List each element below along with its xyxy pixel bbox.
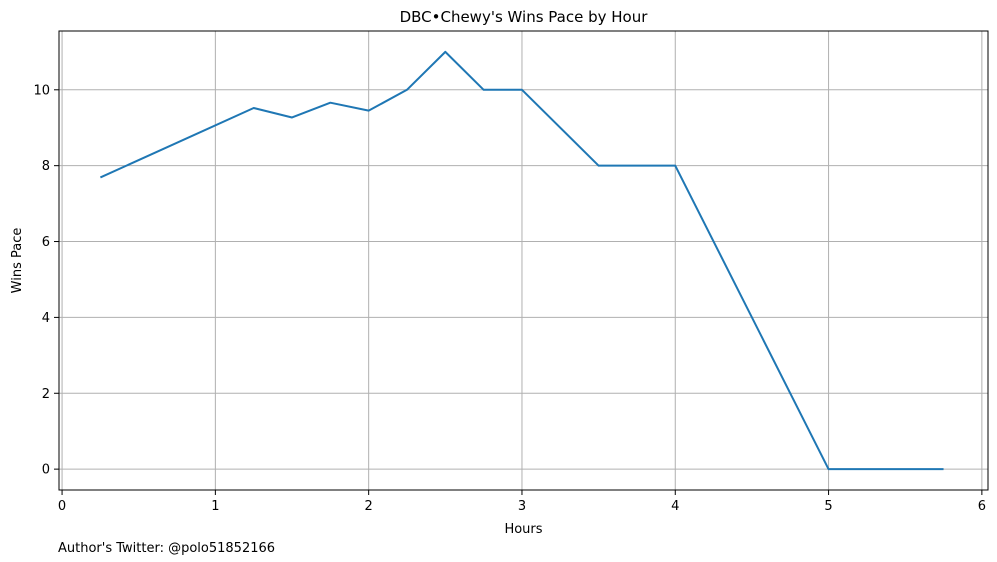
ticks: 0 1 2 3 4 5 6 0 2 4 6 8 10 — [33, 83, 986, 514]
y-tick-label: 10 — [33, 83, 50, 98]
chart-title: DBC•Chewy's Wins Pace by Hour — [400, 8, 649, 26]
y-tick-label: 4 — [42, 311, 50, 326]
series-layer — [99, 50, 944, 471]
x-tick-label: 6 — [978, 499, 986, 514]
y-tick-label: 0 — [42, 463, 50, 478]
y-tick-label: 2 — [42, 387, 50, 402]
x-tick-label: 1 — [211, 499, 219, 514]
x-tick-label: 4 — [671, 499, 679, 514]
y-axis-label: Wins Pace — [10, 228, 25, 294]
x-tick-label: 5 — [824, 499, 832, 514]
y-tick-label: 8 — [42, 159, 50, 174]
series-line — [99, 50, 944, 471]
x-axis-label: Hours — [504, 522, 542, 537]
x-tick-label: 3 — [518, 499, 526, 514]
grid — [59, 31, 988, 490]
author-twitter-note: Author's Twitter: @polo51852166 — [58, 541, 275, 556]
x-tick-label: 0 — [58, 499, 66, 514]
plot-frame — [58, 30, 989, 491]
x-tick-label: 2 — [365, 499, 373, 514]
y-tick-label: 6 — [42, 235, 50, 250]
